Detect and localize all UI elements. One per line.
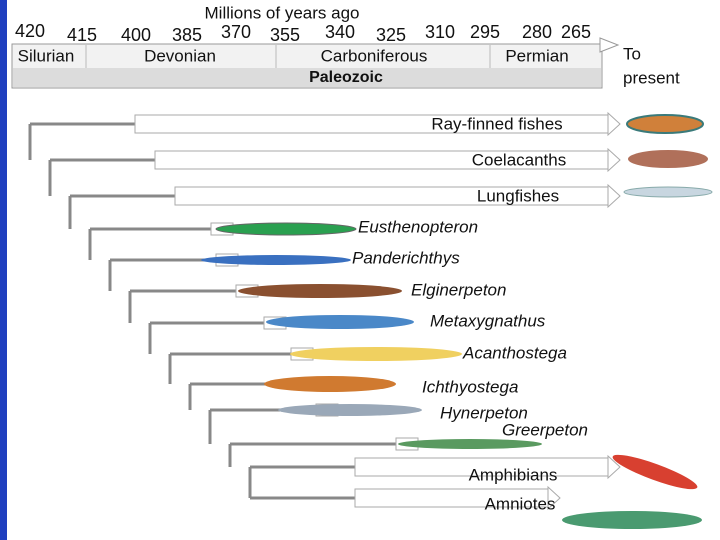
fish-icon — [623, 186, 713, 198]
tick-label: 415 — [67, 25, 97, 45]
tetrapod-icon — [266, 315, 414, 329]
tetrapod-icon — [238, 284, 402, 298]
taxon-label: Coelacanths — [472, 150, 567, 169]
present-label: present — [623, 68, 680, 87]
taxon-label: Lungfishes — [477, 186, 559, 205]
taxon-label: Greerpeton — [502, 420, 588, 439]
tetrapod-icon — [264, 376, 396, 392]
tetrapod-icon — [290, 347, 462, 361]
period-label: Permian — [505, 46, 568, 65]
present-label: To — [623, 44, 641, 63]
tick-label: 385 — [172, 25, 202, 45]
timeline-title: Millions of years ago — [205, 3, 360, 22]
taxon-label: Acanthostega — [462, 343, 567, 362]
tetrapod-icon — [398, 439, 542, 449]
lineage-arrow-tip — [547, 485, 561, 511]
timeline-era-band — [13, 68, 601, 87]
taxon-label: Elginerpeton — [411, 280, 506, 299]
tick-label: 265 — [561, 22, 591, 42]
tick-label: 400 — [121, 25, 151, 45]
era-label: Paleozoic — [309, 69, 383, 86]
fish-icon — [626, 114, 704, 134]
period-label: Devonian — [144, 46, 216, 65]
taxon-label: Amniotes — [485, 494, 556, 513]
timeline-arrow — [599, 37, 620, 53]
tick-label: 355 — [270, 25, 300, 45]
salamander-icon — [612, 454, 698, 490]
tetrapod-icon — [278, 404, 422, 416]
taxon-label: Ichthyostega — [422, 377, 518, 396]
taxon-label: Amphibians — [469, 465, 558, 484]
taxon-labels: Ray-finned fishes Coelacanths Lungfishes… — [352, 114, 588, 513]
tick-label: 295 — [470, 22, 500, 42]
animal-icons — [201, 114, 713, 529]
tick-label: 370 — [221, 22, 251, 42]
period-label: Carboniferous — [321, 46, 428, 65]
fish-icon — [215, 222, 357, 236]
tick-label: 340 — [325, 22, 355, 42]
tick-label: 310 — [425, 22, 455, 42]
taxon-label: Metaxygnathus — [430, 311, 546, 330]
lineage-arrow-tip — [607, 183, 621, 209]
lineage-arrow-tip — [607, 454, 621, 480]
period-label: Silurian — [18, 46, 75, 65]
taxon-label: Panderichthys — [352, 248, 460, 267]
fish-icon — [628, 150, 708, 168]
lineage-arrow-tip — [607, 147, 621, 173]
lineage-arrow-tip — [607, 111, 621, 137]
tick-label: 325 — [376, 25, 406, 45]
side-bar — [0, 0, 7, 540]
taxon-label: Ray-finned fishes — [431, 114, 562, 133]
fish-icon — [201, 255, 351, 265]
tick-label: 280 — [522, 22, 552, 42]
taxon-label: Eusthenopteron — [358, 217, 478, 236]
crocodile-icon — [562, 511, 702, 529]
tick-label: 420 — [15, 21, 45, 41]
tree — [28, 111, 621, 511]
taxon-label: Hynerpeton — [440, 403, 528, 422]
